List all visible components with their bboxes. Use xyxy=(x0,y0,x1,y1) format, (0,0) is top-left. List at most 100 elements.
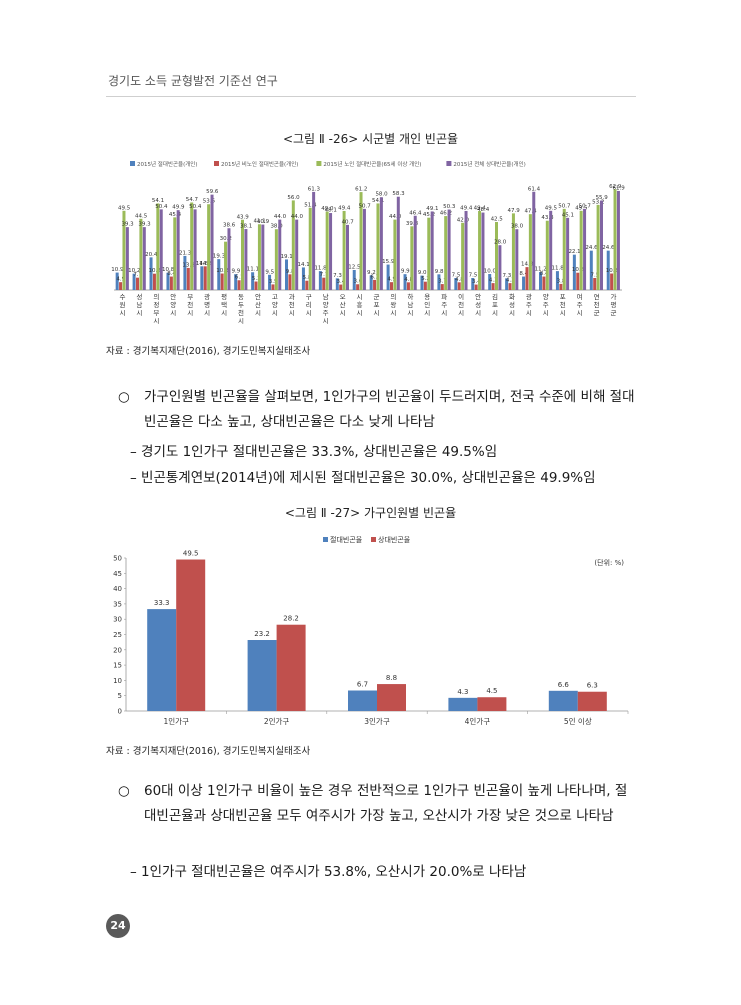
y-tick-label: 35 xyxy=(113,600,122,608)
header-divider xyxy=(106,96,636,97)
category-label: 시 xyxy=(509,309,515,317)
bar xyxy=(596,204,600,290)
bullet-marker: ○ xyxy=(118,783,130,799)
bar xyxy=(359,192,363,290)
bar xyxy=(200,266,204,290)
category-label: 시 xyxy=(340,309,346,317)
y-tick-label: 40 xyxy=(113,585,122,593)
legend-swatch xyxy=(130,161,135,166)
data-label: 11.8 xyxy=(314,266,327,272)
dash-item-2: – 빈곤통계연보(2014년)에 제시된 절대빈곤율은 30.0%, 상대빈곤율… xyxy=(130,470,596,486)
category-label: 시 xyxy=(170,309,176,317)
bar xyxy=(583,208,587,290)
bar xyxy=(241,219,244,290)
data-label: 9.5 xyxy=(265,269,274,275)
category-label: 김 xyxy=(492,293,498,301)
data-label: 11.2 xyxy=(535,267,547,273)
category-label: 포 xyxy=(560,293,566,301)
data-label: 55.9 xyxy=(596,195,609,201)
bar xyxy=(362,208,366,290)
y-tick-label: 10 xyxy=(113,677,122,685)
dash-item-1: – 경기도 1인가구 절대빈곤율은 33.3%, 상대빈곤율은 49.5%임 xyxy=(130,444,498,460)
data-label: 53.2 xyxy=(592,199,604,205)
y-tick-label: 15 xyxy=(113,662,122,670)
data-label: 20.4 xyxy=(145,252,158,258)
legend-label: 2015년 비노인 절대빈곤율(개인) xyxy=(221,160,298,168)
data-label: 7.3 xyxy=(502,273,511,279)
data-label: 11.8 xyxy=(552,266,565,272)
data-label: 38.6 xyxy=(223,223,236,229)
bar xyxy=(295,219,299,290)
category-label: 5인 이상 xyxy=(564,716,592,726)
bar xyxy=(396,196,400,290)
data-label: 43.9 xyxy=(237,214,250,220)
bar xyxy=(325,211,329,290)
bar xyxy=(115,272,119,290)
legend-label: 2015년 절대빈곤율(개인) xyxy=(137,160,198,168)
data-label: 3.4 xyxy=(472,279,481,285)
bar xyxy=(566,217,570,290)
data-label: 19.3 xyxy=(213,254,226,260)
category-label: 화 xyxy=(509,293,515,301)
bar xyxy=(386,264,390,290)
data-label: 50.4 xyxy=(189,204,202,210)
category-label: 남 xyxy=(136,300,142,309)
bar xyxy=(477,697,507,711)
category-label: 천 xyxy=(289,300,295,309)
paragraph-bullet-1: ○ 가구인원별 빈곤율을 살펴보면, 1인가구의 빈곤율이 두드러지며, 전국 … xyxy=(118,385,638,435)
dash-item-3: – 1인가구 절대빈곤율은 여주시가 53.8%, 오산시가 20.0%로 나타… xyxy=(130,864,527,880)
bar xyxy=(132,273,136,290)
bar xyxy=(522,276,526,290)
category-label: 의 xyxy=(390,292,396,301)
data-label: 10.0 xyxy=(484,269,497,275)
category-label: 이 xyxy=(458,292,464,301)
data-label: 7.5 xyxy=(591,273,600,279)
data-label: 38.0 xyxy=(270,224,283,230)
bar xyxy=(369,275,373,290)
bar xyxy=(373,279,377,290)
bar xyxy=(152,273,156,290)
data-label: 14.8 xyxy=(196,261,209,267)
data-label: 4.5 xyxy=(486,687,497,695)
bar xyxy=(579,210,583,290)
bar xyxy=(220,273,224,290)
data-label: 42.5 xyxy=(491,217,504,223)
data-label: 39.3 xyxy=(138,222,151,228)
category-label: 시 xyxy=(119,309,125,317)
bar xyxy=(183,255,187,290)
category-label: 남 xyxy=(323,292,329,301)
data-label: 54.1 xyxy=(372,198,384,204)
data-label: 38.0 xyxy=(511,224,524,230)
bar xyxy=(440,284,444,290)
data-label: 9.9 xyxy=(232,269,241,275)
data-label: 49.4 xyxy=(474,205,487,211)
data-label: 44.0 xyxy=(274,214,287,220)
bar xyxy=(169,276,173,290)
bullet-marker: ○ xyxy=(118,389,130,405)
data-label: 7.5 xyxy=(469,273,478,279)
category-label: 시 xyxy=(136,309,142,317)
bar xyxy=(119,282,123,290)
data-label: 6.3 xyxy=(587,682,598,690)
bar xyxy=(342,210,346,290)
data-label: 24.6 xyxy=(602,245,615,251)
bar xyxy=(532,191,536,290)
data-label: 58.0 xyxy=(375,192,388,198)
bar xyxy=(227,228,231,290)
data-label: 49.5 xyxy=(575,205,588,211)
figure-source-26: 자료 : 경기복지재단(2016), 경기도민복지실태조사 xyxy=(106,346,311,357)
category-label: 4인가구 xyxy=(465,716,491,726)
category-label: 군 xyxy=(611,309,617,317)
bar xyxy=(329,213,333,290)
category-label: 포 xyxy=(492,301,498,309)
data-label: 6.1 xyxy=(235,275,244,281)
data-label: 3.4 xyxy=(337,279,346,285)
bar xyxy=(481,212,485,290)
category-label: 오 xyxy=(340,293,346,301)
data-label: 6.6 xyxy=(558,681,570,689)
category-label: 시 xyxy=(543,309,549,317)
bar xyxy=(125,227,129,290)
category-label: 의 xyxy=(153,292,159,301)
legend-swatch xyxy=(371,537,376,542)
data-label: 15.9 xyxy=(382,259,395,265)
